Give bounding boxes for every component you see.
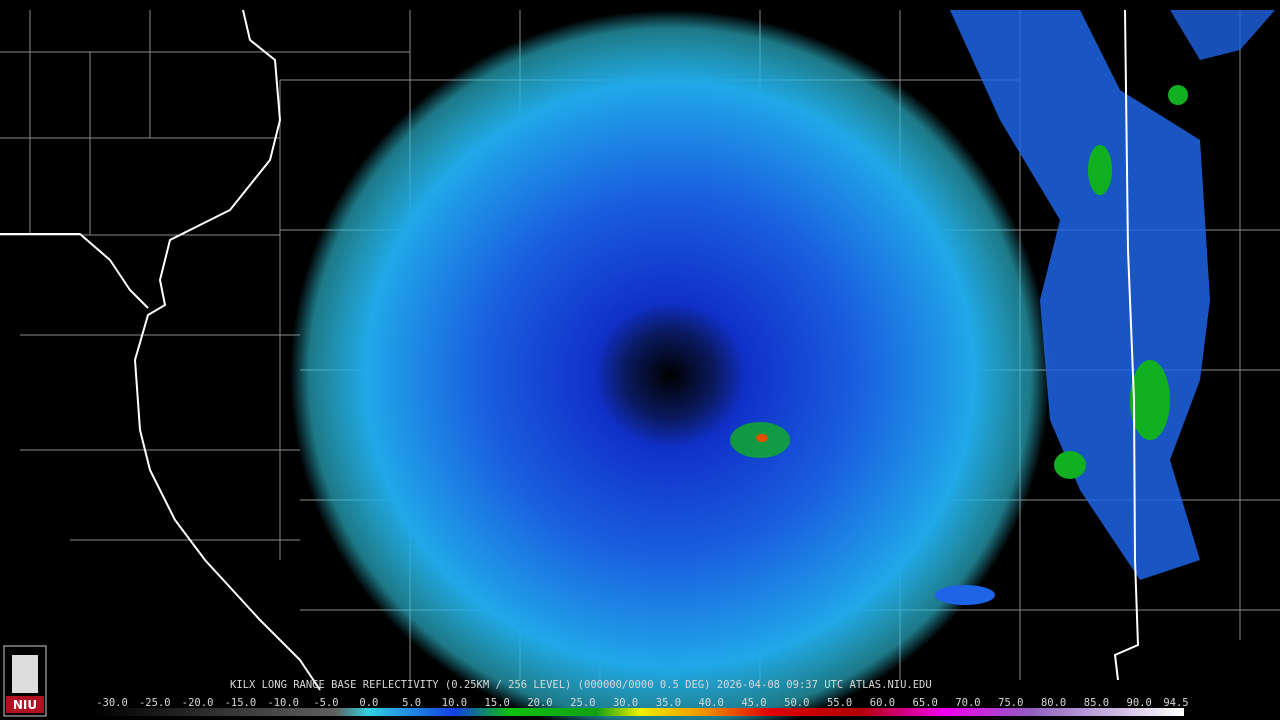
legend-label: 75.0 [998,697,1023,709]
storm-band [730,10,1275,605]
legend-label: -30.0 [96,697,128,709]
legend-label: 65.0 [913,697,938,709]
legend-label: 80.0 [1041,697,1066,709]
legend-label: 20.0 [527,697,552,709]
logo-tower [12,655,38,693]
legend-label: -5.0 [313,697,338,709]
legend-label: -20.0 [182,697,214,709]
logo-text: NIU [13,698,37,712]
legend-labels: -30.0 -25.0 -20.0 -15.0 -10.0 -5.0 0.0 5.0 10.0 1… [96,697,1188,709]
color-scale [96,708,1184,716]
legend-label: 5.0 [402,697,421,709]
legend-label: 60.0 [870,697,895,709]
legend-label: 15.0 [485,697,510,709]
state-borders [0,9,1140,691]
legend-label: -10.0 [267,697,299,709]
legend-label: 0.0 [359,697,378,709]
radar-echo [290,10,1050,720]
legend-label: 45.0 [741,697,766,709]
legend-label: 10.0 [442,697,467,709]
legend-label: 40.0 [699,697,724,709]
legend-label: 30.0 [613,697,638,709]
legend-label: 35.0 [656,697,681,709]
legend-label: 85.0 [1084,697,1109,709]
title: KILX LONG RANGE BASE REFLECTIVITY (0.25K… [230,679,932,691]
legend-label: 90.0 [1127,697,1152,709]
legend-label: 94.5 [1163,697,1188,709]
legend-label: -15.0 [225,697,257,709]
legend-label: 50.0 [784,697,809,709]
legend-label: 55.0 [827,697,852,709]
logo: NIU [3,645,47,717]
legend-label: 25.0 [570,697,595,709]
logo-band [6,696,44,713]
legend-label: 70.0 [955,697,980,709]
legend-label: -25.0 [139,697,171,709]
